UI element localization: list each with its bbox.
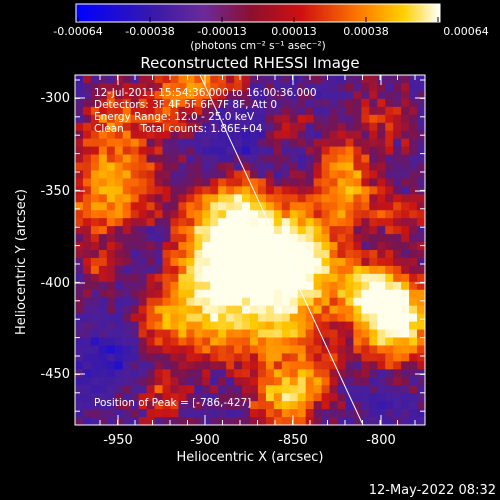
plot-frame bbox=[74, 74, 426, 426]
colorbar-gradient bbox=[75, 3, 441, 23]
colorbar-tick-label: -0.00013 bbox=[197, 25, 246, 38]
colorbar-unit-label: (photons cm⁻² s⁻¹ asec⁻²) bbox=[190, 40, 325, 52]
footer-timestamp: 12-May-2022 08:32 bbox=[369, 483, 496, 498]
x-tick-label: -800 bbox=[366, 433, 396, 448]
info-block: 12-Jul-2011 15:54:36.000 to 16:00:36.000… bbox=[94, 87, 317, 409]
y-tick-label: -350 bbox=[40, 184, 70, 199]
info-clean: Clean Total counts: 1.86E+04 bbox=[94, 123, 263, 135]
x-tick-label: -950 bbox=[103, 433, 133, 448]
colorbar-tick-label: 0.00038 bbox=[343, 25, 389, 38]
solar-limb-line bbox=[199, 75, 364, 425]
y-tick-label: -450 bbox=[40, 367, 70, 382]
colorbar-tick-label: -0.00038 bbox=[125, 25, 174, 38]
info-peak: Position of Peak = [-786,-427] bbox=[94, 397, 251, 409]
axis-ticks bbox=[75, 75, 425, 425]
y-tick-label: -300 bbox=[40, 91, 70, 106]
x-axis-label: Heliocentric X (arcsec) bbox=[177, 450, 324, 465]
colorbar-tick-label: 0.00064 bbox=[443, 25, 489, 38]
info-time: 12-Jul-2011 15:54:36.000 to 16:00:36.000 bbox=[94, 87, 317, 99]
info-energy: Energy Range: 12.0 - 25.0 keV bbox=[94, 111, 255, 123]
colorbar: -0.00064 -0.00038 -0.00013 0.00013 0.000… bbox=[53, 3, 489, 52]
plot-title: Reconstructed RHESSI Image bbox=[140, 54, 359, 72]
colorbar-tick-label: -0.00064 bbox=[53, 25, 102, 38]
info-detectors: Detectors: 3F 4F 5F 6F 7F 8F, Att 0 bbox=[94, 99, 277, 111]
y-axis-label: Heliocentric Y (arcsec) bbox=[14, 189, 29, 335]
heatmap bbox=[75, 75, 425, 425]
image-area bbox=[75, 75, 425, 425]
y-tick-label: -400 bbox=[40, 276, 70, 291]
x-tick-label: -900 bbox=[190, 433, 220, 448]
x-tick-label: -850 bbox=[278, 433, 308, 448]
colorbar-tick-label: 0.00013 bbox=[271, 25, 317, 38]
